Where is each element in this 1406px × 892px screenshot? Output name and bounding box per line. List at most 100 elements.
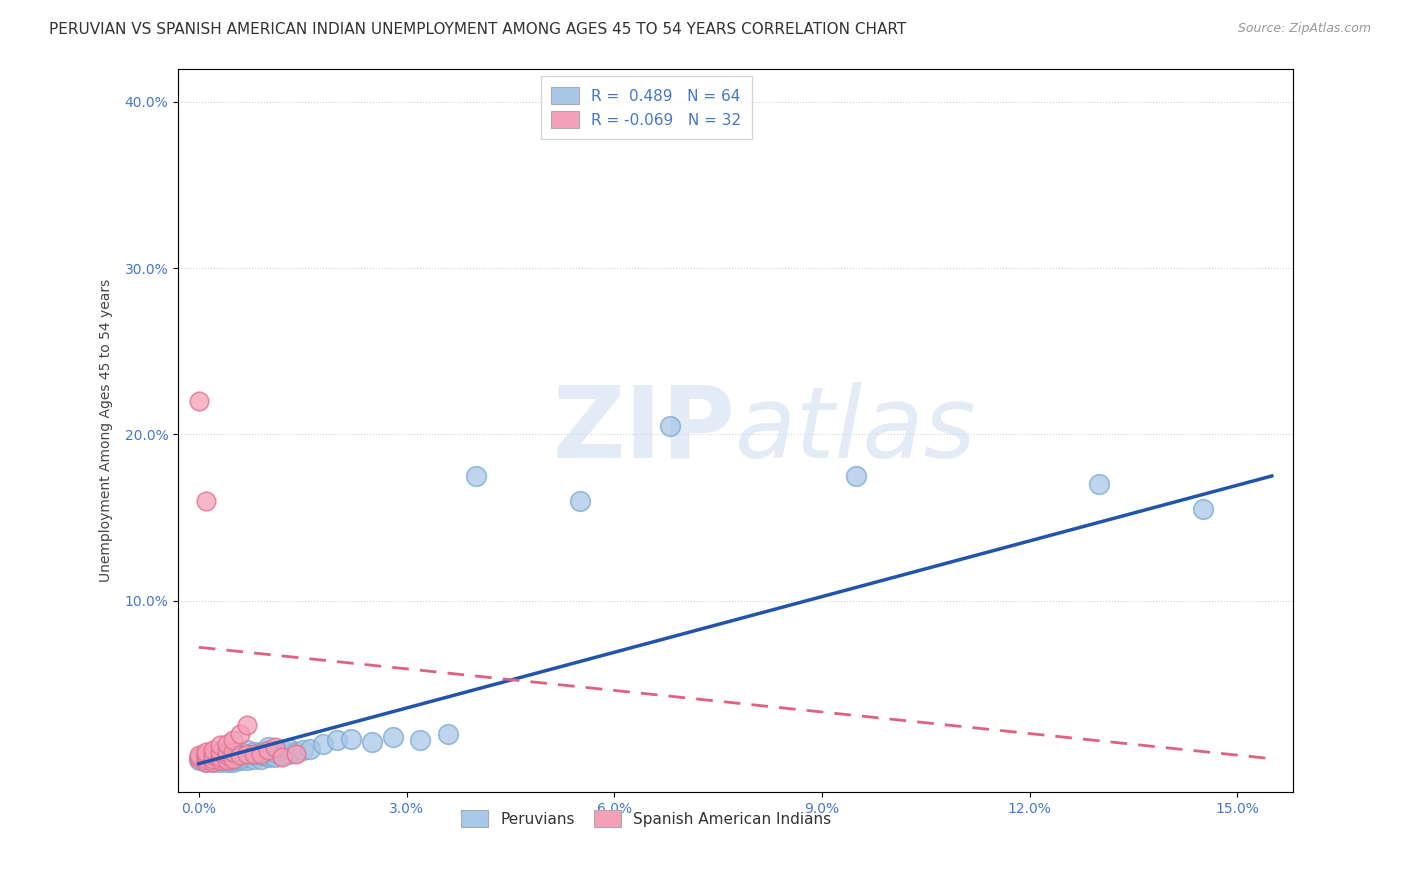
Point [215,747,238,761]
Point [208,752,231,766]
Point [187,753,209,767]
Point [222,755,245,769]
Point [361,735,384,749]
Point [236,747,259,761]
Point [243,745,266,759]
Point [208,739,231,753]
Point [277,741,299,756]
Point [215,737,238,751]
Point [208,753,231,767]
Point [215,753,238,767]
Point [229,748,252,763]
Point [340,731,363,746]
Point [208,750,231,764]
Point [229,753,252,767]
Point [194,755,217,769]
Text: Source: ZipAtlas.com: Source: ZipAtlas.com [1237,22,1371,36]
Point [201,743,224,757]
Point [222,752,245,766]
Point [201,752,224,766]
Point [215,752,238,766]
Point [236,750,259,764]
Point [208,745,231,759]
Point [257,740,280,755]
Point [243,748,266,763]
Point [257,748,280,763]
Point [215,745,238,759]
Point [201,748,224,763]
Point [194,755,217,769]
Y-axis label: Unemployment Among Ages 45 to 54 years: Unemployment Among Ages 45 to 54 years [100,278,114,582]
Point [409,733,432,747]
Point [236,718,259,732]
Text: ZIP: ZIP [553,382,735,479]
Point [187,748,209,763]
Point [229,727,252,741]
Point [250,752,273,766]
Point [194,745,217,759]
Point [250,748,273,763]
Point [257,750,280,764]
Point [277,747,299,761]
Point [250,745,273,759]
Point [187,752,209,766]
Point [208,753,231,767]
Point [201,753,224,767]
Point [257,745,280,759]
Point [284,747,307,761]
Point [271,743,294,757]
Point [326,733,349,747]
Point [229,752,252,766]
Point [381,730,404,744]
Point [194,752,217,766]
Point [229,748,252,763]
Point [222,750,245,764]
Point [201,752,224,766]
Point [194,753,217,767]
Point [222,733,245,747]
Legend: Peruvians, Spanish American Indians: Peruvians, Spanish American Indians [453,802,839,835]
Point [208,750,231,764]
Point [236,747,259,761]
Point [271,750,294,764]
Point [271,748,294,763]
Point [464,469,486,483]
Point [236,743,259,757]
Point [250,747,273,761]
Point [291,743,314,757]
Point [187,750,209,764]
Point [194,748,217,763]
Point [215,748,238,763]
Point [194,494,217,508]
Point [658,419,681,434]
Point [437,727,460,741]
Point [194,752,217,766]
Point [236,753,259,767]
Point [229,745,252,759]
Point [222,745,245,759]
Point [568,494,591,508]
Point [215,755,238,769]
Point [208,755,231,769]
Point [215,753,238,767]
Point [1191,502,1213,516]
Point [201,755,224,769]
Point [201,750,224,764]
Point [1087,477,1109,491]
Point [264,745,287,759]
Point [201,755,224,769]
Point [243,747,266,761]
Point [243,752,266,766]
Point [222,747,245,761]
Point [298,741,321,756]
Point [187,394,209,409]
Point [208,748,231,763]
Point [264,740,287,755]
Text: atlas: atlas [735,382,977,479]
Point [264,750,287,764]
Text: PERUVIAN VS SPANISH AMERICAN INDIAN UNEMPLOYMENT AMONG AGES 45 TO 54 YEARS CORRE: PERUVIAN VS SPANISH AMERICAN INDIAN UNEM… [49,22,907,37]
Point [312,737,335,751]
Point [257,743,280,757]
Point [222,753,245,767]
Point [215,750,238,764]
